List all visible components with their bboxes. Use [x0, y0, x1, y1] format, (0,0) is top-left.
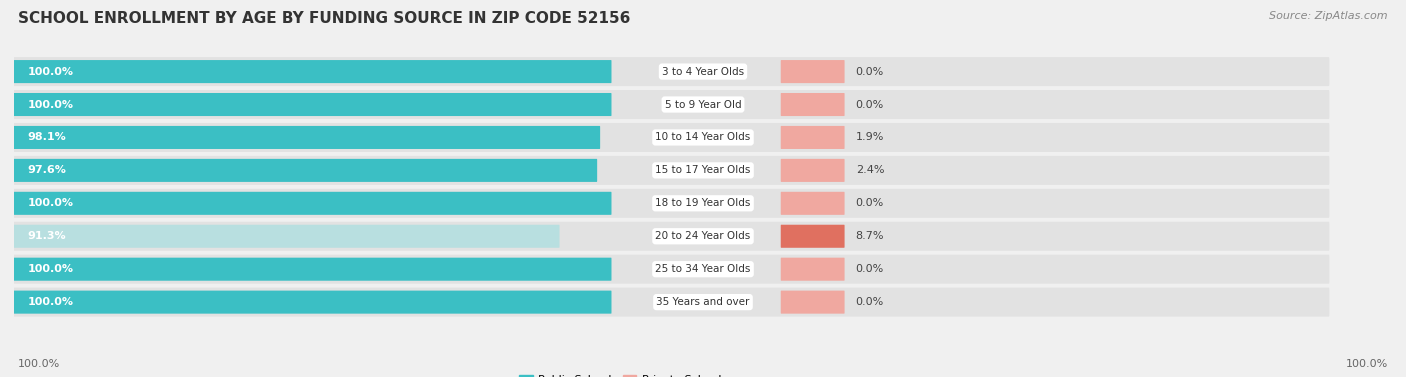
Text: 98.1%: 98.1%	[28, 132, 66, 143]
FancyBboxPatch shape	[14, 257, 612, 281]
FancyBboxPatch shape	[780, 93, 845, 116]
Text: 100.0%: 100.0%	[28, 297, 75, 307]
Text: 0.0%: 0.0%	[856, 264, 884, 274]
Text: 100.0%: 100.0%	[1346, 359, 1388, 369]
FancyBboxPatch shape	[14, 126, 600, 149]
Text: 8.7%: 8.7%	[856, 231, 884, 241]
Text: 10 to 14 Year Olds: 10 to 14 Year Olds	[655, 132, 751, 143]
Text: 3 to 4 Year Olds: 3 to 4 Year Olds	[662, 67, 744, 77]
Text: 0.0%: 0.0%	[856, 100, 884, 110]
FancyBboxPatch shape	[8, 90, 1329, 119]
FancyBboxPatch shape	[14, 225, 560, 248]
Text: 100.0%: 100.0%	[18, 359, 60, 369]
FancyBboxPatch shape	[780, 126, 845, 149]
FancyBboxPatch shape	[14, 291, 612, 314]
FancyBboxPatch shape	[780, 159, 845, 182]
Text: Source: ZipAtlas.com: Source: ZipAtlas.com	[1270, 11, 1388, 21]
Text: 100.0%: 100.0%	[28, 198, 75, 208]
Text: 0.0%: 0.0%	[856, 67, 884, 77]
Text: 100.0%: 100.0%	[28, 67, 75, 77]
FancyBboxPatch shape	[8, 255, 1329, 284]
Text: 15 to 17 Year Olds: 15 to 17 Year Olds	[655, 166, 751, 175]
FancyBboxPatch shape	[8, 189, 1329, 218]
FancyBboxPatch shape	[8, 222, 1329, 251]
FancyBboxPatch shape	[14, 192, 612, 215]
FancyBboxPatch shape	[8, 156, 1329, 185]
Text: 18 to 19 Year Olds: 18 to 19 Year Olds	[655, 198, 751, 208]
Text: 97.6%: 97.6%	[28, 166, 66, 175]
FancyBboxPatch shape	[780, 60, 845, 83]
Text: 100.0%: 100.0%	[28, 100, 75, 110]
Legend: Public School, Private School: Public School, Private School	[515, 370, 725, 377]
Text: 20 to 24 Year Olds: 20 to 24 Year Olds	[655, 231, 751, 241]
FancyBboxPatch shape	[780, 225, 845, 248]
FancyBboxPatch shape	[14, 60, 612, 83]
FancyBboxPatch shape	[8, 123, 1329, 152]
FancyBboxPatch shape	[8, 57, 1329, 86]
Text: 1.9%: 1.9%	[856, 132, 884, 143]
FancyBboxPatch shape	[780, 192, 845, 215]
Text: 25 to 34 Year Olds: 25 to 34 Year Olds	[655, 264, 751, 274]
Text: 0.0%: 0.0%	[856, 198, 884, 208]
FancyBboxPatch shape	[14, 159, 598, 182]
FancyBboxPatch shape	[780, 291, 845, 314]
Text: 2.4%: 2.4%	[856, 166, 884, 175]
FancyBboxPatch shape	[14, 93, 612, 116]
Text: 5 to 9 Year Old: 5 to 9 Year Old	[665, 100, 741, 110]
Text: SCHOOL ENROLLMENT BY AGE BY FUNDING SOURCE IN ZIP CODE 52156: SCHOOL ENROLLMENT BY AGE BY FUNDING SOUR…	[18, 11, 631, 26]
Text: 35 Years and over: 35 Years and over	[657, 297, 749, 307]
FancyBboxPatch shape	[780, 257, 845, 281]
Text: 91.3%: 91.3%	[28, 231, 66, 241]
Text: 0.0%: 0.0%	[856, 297, 884, 307]
Text: 100.0%: 100.0%	[28, 264, 75, 274]
FancyBboxPatch shape	[8, 288, 1329, 317]
